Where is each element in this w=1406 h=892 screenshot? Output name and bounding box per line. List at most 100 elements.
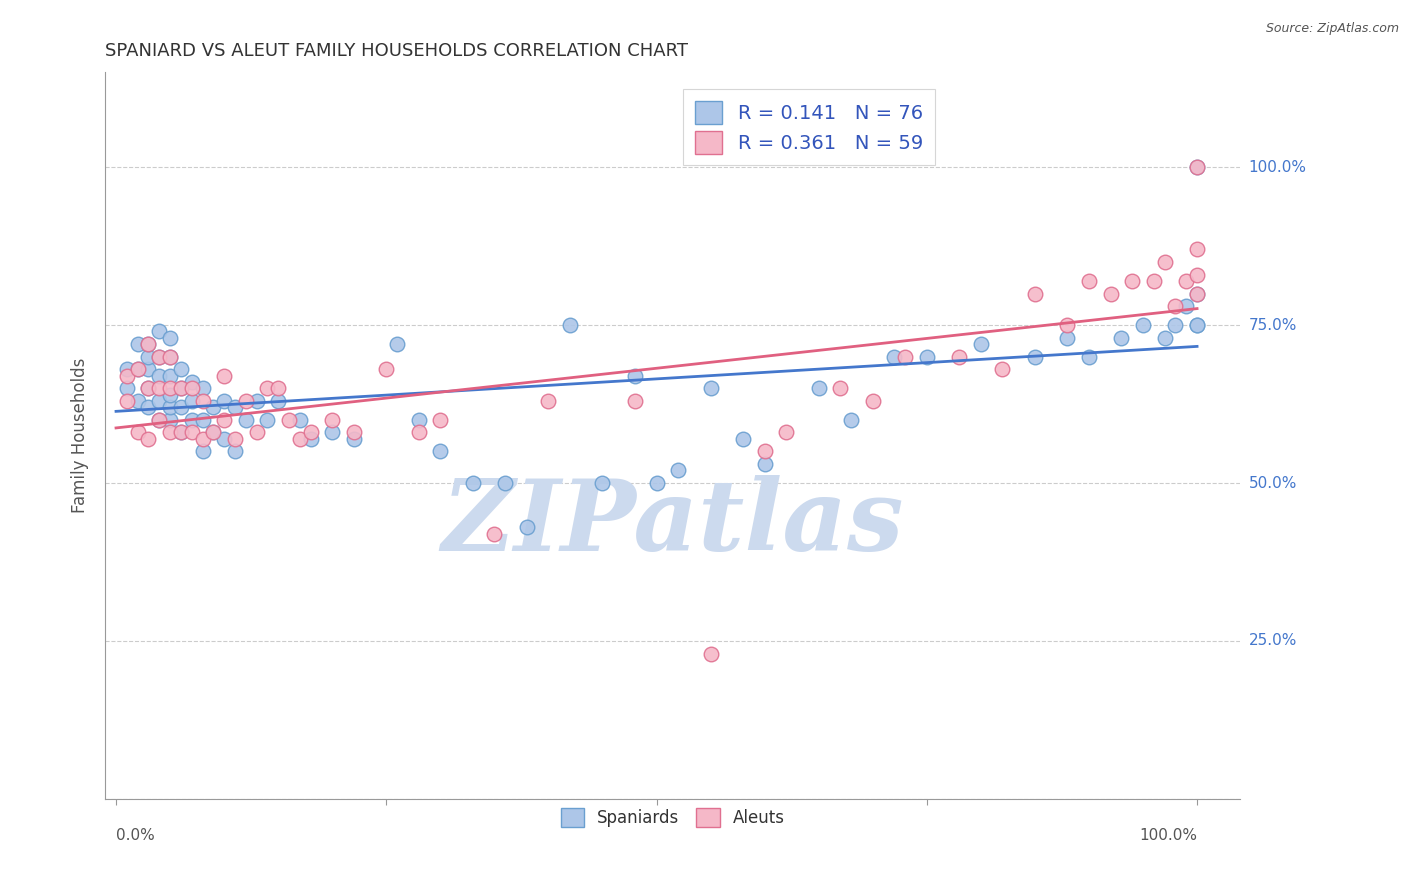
Point	[159, 368, 181, 383]
Point	[235, 413, 257, 427]
Point	[516, 520, 538, 534]
Point	[1185, 268, 1208, 282]
Point	[385, 337, 408, 351]
Point	[375, 362, 398, 376]
Point	[666, 463, 689, 477]
Point	[245, 393, 267, 408]
Point	[278, 413, 301, 427]
Point	[1132, 318, 1154, 332]
Point	[170, 425, 193, 440]
Point	[115, 362, 138, 376]
Point	[170, 401, 193, 415]
Point	[1056, 318, 1078, 332]
Point	[159, 413, 181, 427]
Point	[138, 337, 160, 351]
Point	[212, 413, 235, 427]
Point	[288, 432, 311, 446]
Point	[883, 350, 905, 364]
Point	[127, 337, 149, 351]
Point	[159, 401, 181, 415]
Point	[202, 425, 225, 440]
Point	[1185, 318, 1208, 332]
Point	[408, 413, 430, 427]
Point	[267, 381, 290, 395]
Point	[624, 368, 647, 383]
Text: 0.0%: 0.0%	[117, 828, 155, 843]
Point	[1164, 318, 1187, 332]
Point	[202, 401, 225, 415]
Point	[830, 381, 852, 395]
Point	[343, 425, 366, 440]
Point	[148, 381, 170, 395]
Point	[191, 413, 214, 427]
Point	[807, 381, 830, 395]
Point	[1164, 299, 1187, 313]
Point	[699, 647, 721, 661]
Point	[894, 350, 917, 364]
Point	[288, 413, 311, 427]
Point	[159, 387, 181, 401]
Point	[191, 444, 214, 458]
Point	[235, 393, 257, 408]
Point	[1024, 286, 1046, 301]
Text: 100.0%: 100.0%	[1139, 828, 1197, 843]
Point	[170, 425, 193, 440]
Point	[1111, 331, 1133, 345]
Point	[915, 350, 938, 364]
Text: SPANIARD VS ALEUT FAMILY HOUSEHOLDS CORRELATION CHART: SPANIARD VS ALEUT FAMILY HOUSEHOLDS CORR…	[105, 42, 688, 60]
Point	[1153, 331, 1175, 345]
Point	[461, 475, 484, 490]
Point	[991, 362, 1014, 376]
Point	[202, 425, 225, 440]
Point	[212, 393, 235, 408]
Point	[138, 401, 160, 415]
Point	[408, 425, 430, 440]
Y-axis label: Family Households: Family Households	[72, 358, 89, 513]
Point	[159, 425, 181, 440]
Point	[159, 381, 181, 395]
Point	[948, 350, 970, 364]
Point	[1185, 318, 1208, 332]
Point	[148, 413, 170, 427]
Point	[429, 413, 451, 427]
Point	[170, 381, 193, 395]
Point	[839, 413, 862, 427]
Point	[191, 381, 214, 395]
Point	[138, 381, 160, 395]
Point	[224, 401, 246, 415]
Point	[148, 393, 170, 408]
Point	[115, 381, 138, 395]
Point	[1078, 350, 1101, 364]
Point	[256, 381, 278, 395]
Point	[180, 381, 202, 395]
Point	[592, 475, 614, 490]
Point	[180, 413, 202, 427]
Point	[267, 393, 290, 408]
Point	[299, 432, 322, 446]
Text: ZIPatlas: ZIPatlas	[441, 475, 904, 571]
Point	[1143, 274, 1166, 288]
Point	[299, 425, 322, 440]
Point	[645, 475, 668, 490]
Point	[127, 425, 149, 440]
Legend: Spaniards, Aleuts: Spaniards, Aleuts	[554, 802, 792, 834]
Point	[558, 318, 581, 332]
Point	[1153, 255, 1175, 269]
Text: 25.0%: 25.0%	[1249, 633, 1296, 648]
Point	[494, 475, 516, 490]
Point	[115, 393, 138, 408]
Point	[537, 393, 560, 408]
Point	[148, 350, 170, 364]
Point	[1175, 274, 1198, 288]
Point	[138, 381, 160, 395]
Point	[127, 393, 149, 408]
Point	[429, 444, 451, 458]
Text: 50.0%: 50.0%	[1249, 475, 1296, 491]
Point	[159, 350, 181, 364]
Point	[624, 393, 647, 408]
Point	[191, 432, 214, 446]
Point	[138, 350, 160, 364]
Point	[775, 425, 797, 440]
Point	[1099, 286, 1122, 301]
Point	[159, 331, 181, 345]
